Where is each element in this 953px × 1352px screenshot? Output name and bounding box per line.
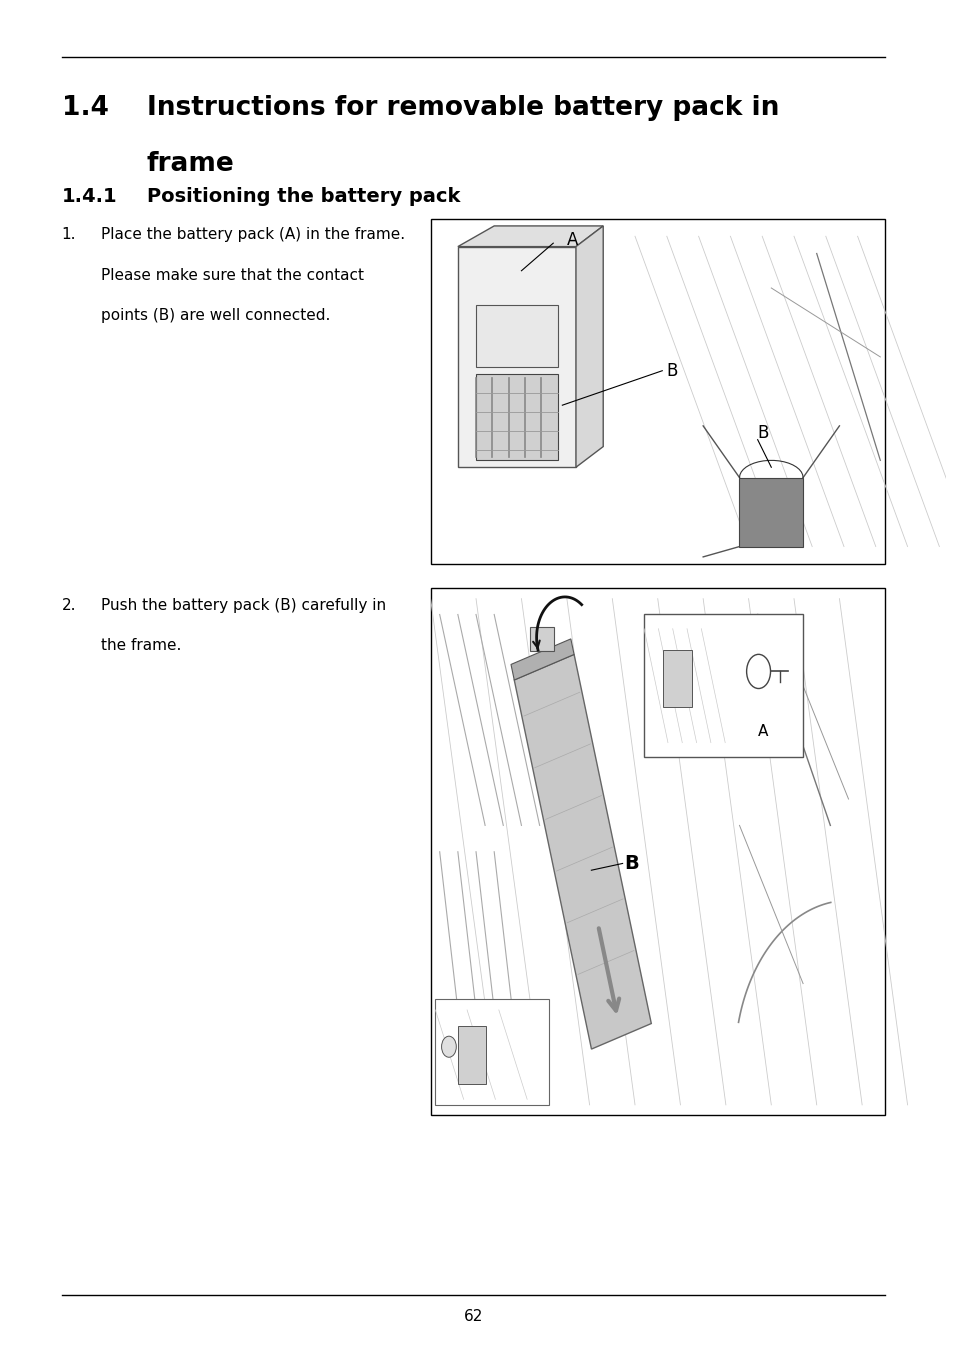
Text: B: B [666,362,678,380]
Text: Please make sure that the contact: Please make sure that the contact [101,268,364,283]
Polygon shape [514,654,651,1049]
Polygon shape [476,375,558,460]
Text: 1.: 1. [61,227,76,242]
Polygon shape [530,627,553,652]
Text: B: B [624,854,639,873]
Text: 62: 62 [463,1309,482,1325]
Polygon shape [476,306,558,368]
Polygon shape [576,226,602,468]
Text: points (B) are well connected.: points (B) are well connected. [101,308,331,323]
Text: 1.4.1: 1.4.1 [61,187,117,206]
Text: B: B [757,423,768,442]
Text: Place the battery pack (A) in the frame.: Place the battery pack (A) in the frame. [101,227,405,242]
Text: A: A [758,723,768,738]
Text: frame: frame [147,151,234,177]
Text: the frame.: the frame. [101,638,181,653]
Bar [739,477,802,546]
Text: 2.: 2. [61,598,76,612]
Text: 1.4: 1.4 [61,95,109,120]
Bar [457,1026,486,1083]
Polygon shape [511,639,574,680]
Bar [662,650,691,707]
Polygon shape [457,246,576,468]
Bar [430,588,884,1115]
Bar [430,219,884,564]
Bar [643,615,802,757]
Circle shape [441,1036,456,1057]
Text: A: A [566,231,578,249]
Text: Positioning the battery pack: Positioning the battery pack [147,187,459,206]
Text: Push the battery pack (B) carefully in: Push the battery pack (B) carefully in [101,598,386,612]
Text: Instructions for removable battery pack in: Instructions for removable battery pack … [147,95,779,120]
Bar [435,999,548,1105]
Polygon shape [457,226,602,246]
